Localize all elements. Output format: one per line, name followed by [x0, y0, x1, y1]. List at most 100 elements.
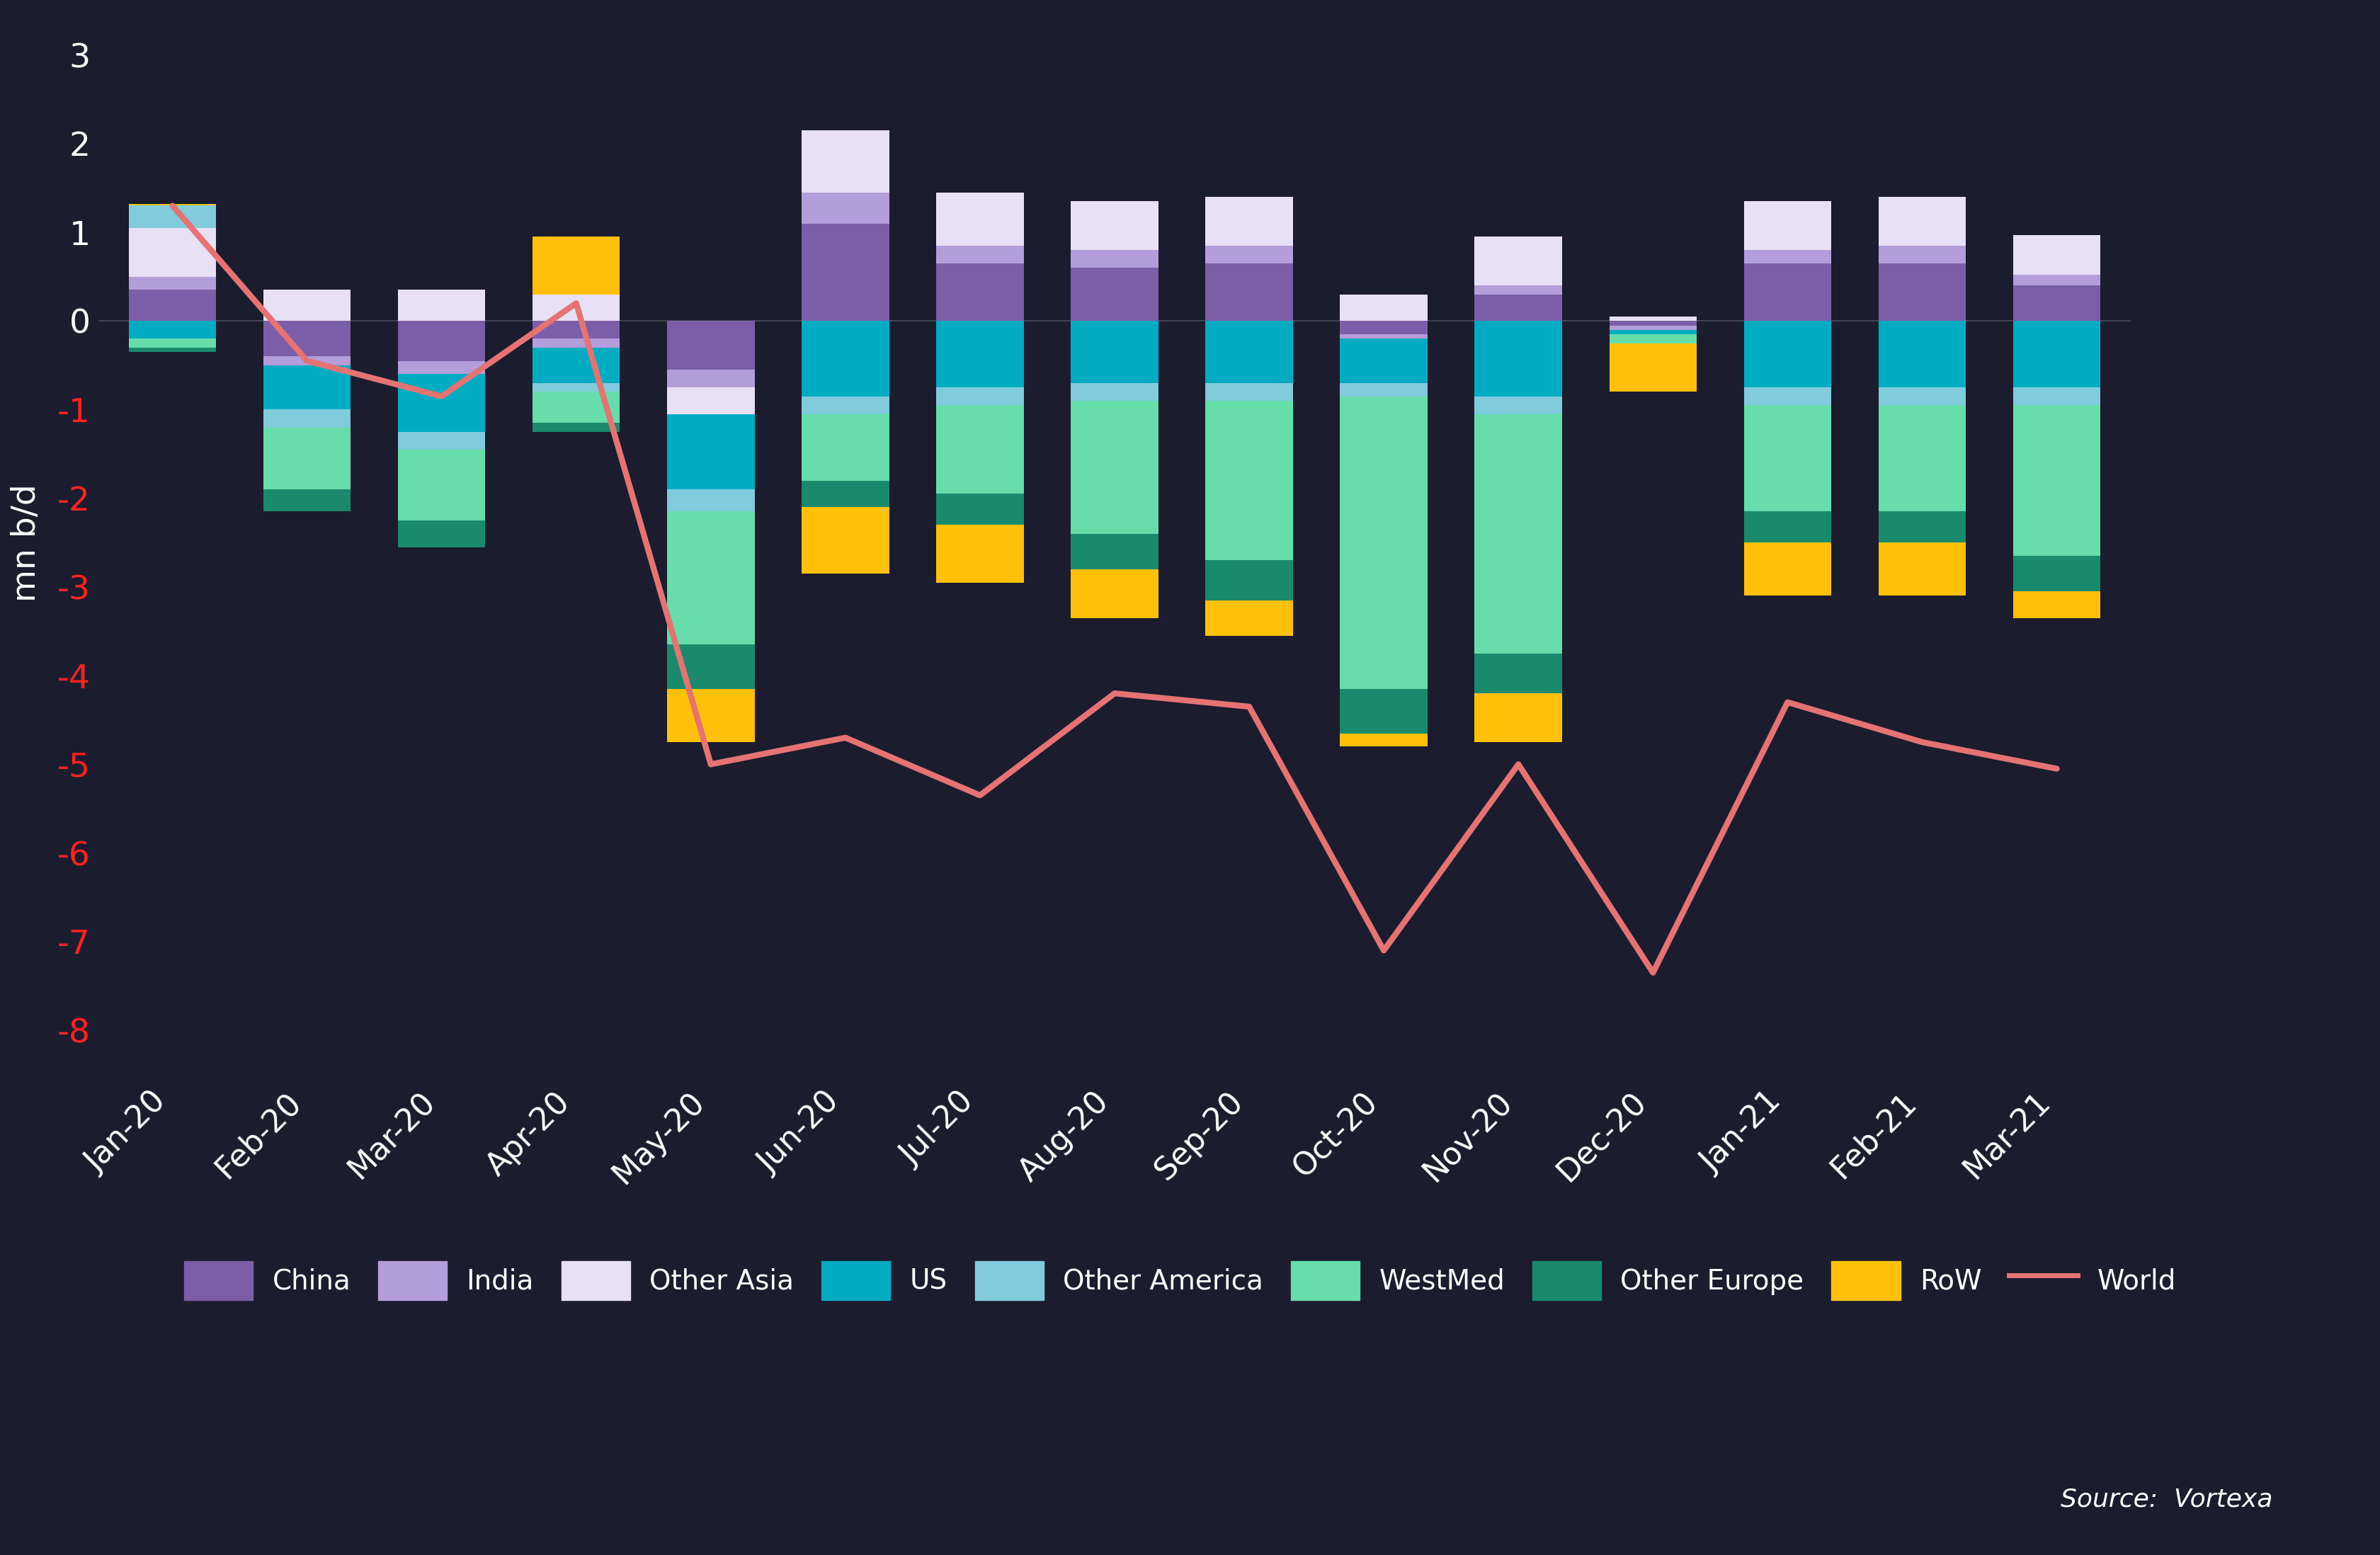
Bar: [264, 428, 350, 490]
Bar: [666, 689, 754, 742]
Bar: [1745, 250, 1830, 263]
Bar: [1745, 543, 1830, 596]
Bar: [1476, 294, 1561, 320]
Bar: [935, 406, 1023, 494]
Bar: [1609, 330, 1697, 334]
Bar: [666, 414, 754, 490]
Bar: [1071, 569, 1159, 617]
Bar: [264, 356, 350, 365]
Bar: [1071, 401, 1159, 533]
Bar: [1340, 294, 1428, 320]
Bar: [1204, 197, 1292, 246]
Bar: [1340, 320, 1428, 334]
Bar: [1745, 406, 1830, 512]
Bar: [1745, 387, 1830, 406]
Bar: [1476, 236, 1561, 286]
Bar: [2013, 557, 2102, 591]
Bar: [264, 289, 350, 320]
Bar: [802, 320, 890, 397]
Bar: [264, 490, 350, 512]
Bar: [129, 205, 217, 229]
Text: Source:  Vortexa: Source: Vortexa: [2061, 1488, 2273, 1511]
Bar: [1204, 246, 1292, 263]
Bar: [1071, 383, 1159, 401]
Bar: [1204, 383, 1292, 401]
Bar: [533, 236, 619, 294]
Legend: China, India, Other Asia, US, Other America, WestMed, Other Europe, RoW, World: China, India, Other Asia, US, Other Amer…: [174, 1250, 2187, 1311]
Bar: [1071, 320, 1159, 383]
Bar: [802, 480, 890, 507]
Bar: [1878, 512, 1966, 543]
Bar: [533, 320, 619, 339]
Bar: [666, 645, 754, 689]
Bar: [1878, 197, 1966, 246]
Bar: [264, 365, 350, 409]
Bar: [1878, 246, 1966, 263]
Bar: [533, 294, 619, 320]
Bar: [397, 320, 486, 361]
Bar: [802, 507, 890, 574]
Bar: [1071, 267, 1159, 320]
Bar: [1340, 334, 1428, 339]
Bar: [1204, 600, 1292, 636]
Bar: [2013, 387, 2102, 406]
Bar: [129, 229, 217, 277]
Bar: [397, 289, 486, 320]
Bar: [1476, 320, 1561, 397]
Bar: [1745, 201, 1830, 250]
Bar: [2013, 275, 2102, 286]
Bar: [1340, 383, 1428, 397]
Bar: [1204, 560, 1292, 600]
Bar: [1745, 512, 1830, 543]
Bar: [264, 320, 350, 356]
Bar: [1609, 325, 1697, 330]
Bar: [1878, 263, 1966, 320]
Bar: [1476, 414, 1561, 653]
Bar: [1878, 543, 1966, 596]
Bar: [2013, 591, 2102, 617]
Bar: [935, 494, 1023, 526]
Bar: [1878, 387, 1966, 406]
Bar: [1340, 397, 1428, 689]
Bar: [129, 320, 217, 339]
Bar: [666, 370, 754, 387]
Bar: [935, 263, 1023, 320]
Bar: [1340, 689, 1428, 734]
Bar: [129, 277, 217, 289]
Bar: [666, 320, 754, 370]
Bar: [533, 383, 619, 392]
Bar: [397, 432, 486, 449]
Bar: [802, 193, 890, 224]
Bar: [1340, 734, 1428, 746]
Bar: [802, 131, 890, 193]
Bar: [2013, 320, 2102, 387]
Bar: [129, 204, 217, 205]
Y-axis label: mn b/d: mn b/d: [10, 484, 43, 602]
Bar: [397, 521, 486, 547]
Bar: [1340, 339, 1428, 383]
Bar: [2013, 286, 2102, 320]
Bar: [802, 397, 890, 414]
Bar: [264, 409, 350, 428]
Bar: [397, 449, 486, 521]
Bar: [935, 193, 1023, 246]
Bar: [533, 348, 619, 383]
Bar: [1071, 201, 1159, 250]
Bar: [1878, 406, 1966, 512]
Bar: [935, 246, 1023, 263]
Bar: [2013, 235, 2102, 275]
Bar: [1609, 344, 1697, 392]
Bar: [1204, 320, 1292, 383]
Bar: [1745, 320, 1830, 387]
Bar: [533, 392, 619, 423]
Bar: [935, 526, 1023, 583]
Bar: [935, 387, 1023, 406]
Bar: [666, 512, 754, 645]
Bar: [1878, 320, 1966, 387]
Bar: [1476, 694, 1561, 742]
Bar: [1071, 533, 1159, 569]
Bar: [129, 339, 217, 348]
Bar: [666, 490, 754, 512]
Bar: [397, 361, 486, 375]
Bar: [802, 224, 890, 320]
